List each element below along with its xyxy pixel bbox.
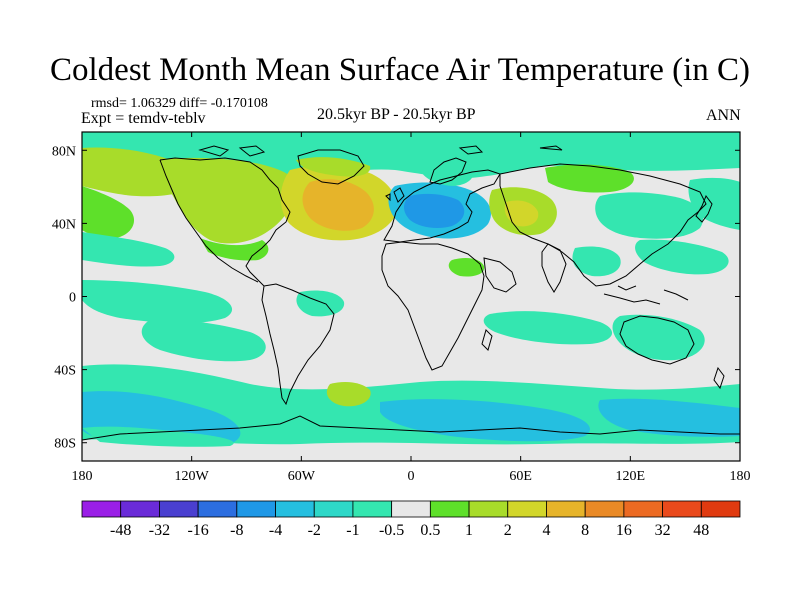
temperature-field <box>82 132 740 461</box>
colorbar-label: 2 <box>504 522 512 539</box>
season-label: ANN <box>706 107 741 124</box>
colorbar-swatch <box>81 500 122 518</box>
north-pacific-cyan <box>82 232 175 267</box>
indian-ocean-cyan <box>483 311 613 345</box>
colorbar-label: -2 <box>308 522 321 539</box>
india-coast <box>541 243 567 293</box>
north-america-west-coast <box>159 159 259 283</box>
y-tick-label: 80S <box>54 437 76 452</box>
map-title: Coldest Month Mean Surface Air Temperatu… <box>50 52 750 88</box>
antarctic-neutral <box>82 439 740 461</box>
x-tick-label: 60E <box>509 469 532 484</box>
colorbar-swatch <box>197 500 238 518</box>
southern-ocean-light-blue-3 <box>598 398 740 437</box>
british-isles-coast <box>385 187 405 203</box>
colorbar-swatch <box>584 500 625 518</box>
colorbar-label: -1 <box>346 522 359 539</box>
south-atlantic-green-spot <box>326 382 371 407</box>
sahara-green <box>448 258 485 277</box>
colorbar-swatch <box>700 500 741 518</box>
colorbar-swatch <box>662 500 702 518</box>
colorbar-label: 1 <box>465 522 473 539</box>
x-tick-label: 0 <box>408 469 415 484</box>
colorbar-swatch <box>120 500 160 518</box>
colorbar-swatch <box>391 500 431 518</box>
colorbar-label: -0.5 <box>379 522 404 539</box>
colorbar-swatch <box>313 500 354 518</box>
colorbar-label: 16 <box>616 522 632 539</box>
colorbar-label: -8 <box>230 522 243 539</box>
europe-blue-core <box>404 193 465 228</box>
southeast-asia-islands <box>603 285 689 305</box>
period-label: 20.5kyr BP - 20.5kyr BP <box>317 106 476 123</box>
south-pacific-cyan <box>141 319 266 362</box>
y-tick-label: 40N <box>52 217 76 232</box>
colorbar-label: 0.5 <box>420 522 440 539</box>
asia-coast <box>499 163 707 287</box>
colorbar-label: -48 <box>110 522 131 539</box>
y-tick-label: 0 <box>69 291 76 306</box>
asia-cyan-patch <box>572 246 621 277</box>
x-tick-label: 60W <box>288 469 316 484</box>
north-america-coast <box>159 157 291 287</box>
greenland-coast <box>297 149 365 185</box>
colorbar-swatch <box>159 500 199 518</box>
arabia-coast <box>483 257 517 293</box>
colorbar-label: -16 <box>187 522 208 539</box>
europe-coast <box>383 169 501 243</box>
colorbar-swatch <box>275 500 315 518</box>
axis-ticks: 180 120W 60W 0 60E 120E 180 80N 40N 0 40S 80S <box>52 132 751 484</box>
tropical-pacific-cyan <box>82 280 233 324</box>
africa-coast <box>381 241 485 371</box>
colorbar-swatch <box>236 500 276 518</box>
siberia-green <box>545 164 634 193</box>
north-america-green-edge <box>200 238 269 261</box>
southern-ocean-light-blue-2 <box>380 399 590 442</box>
antarctica-coast <box>82 415 740 441</box>
x-tick-label: 120E <box>616 469 646 484</box>
coastlines <box>82 145 740 441</box>
x-tick-label: 180 <box>730 469 751 484</box>
north-atlantic-orange <box>302 179 374 231</box>
rmsd-diff-stats: rmsd= 1.06329 diff= -0.170108 <box>91 96 268 111</box>
new-zealand-coast <box>713 366 725 390</box>
colorbar-swatch <box>468 500 509 518</box>
arctic-islands <box>198 145 563 157</box>
colorbar-swatch <box>507 500 547 518</box>
greenland-green <box>296 157 371 177</box>
pacific-cyan-north <box>688 177 740 230</box>
colorbar-label: 8 <box>581 522 589 539</box>
north-america-green <box>160 157 297 244</box>
east-asia-cyan <box>595 192 704 239</box>
y-tick-label: 80N <box>52 144 76 159</box>
x-tick-label: 180 <box>72 469 93 484</box>
y-tick-label: 40S <box>54 364 76 379</box>
scandinavia-coast <box>429 157 467 185</box>
colorbar-swatch <box>623 500 663 518</box>
experiment-label: Expt = temdv-teblv <box>81 110 206 127</box>
south-america-coast <box>261 283 335 406</box>
colorbar-label: 32 <box>655 522 671 539</box>
scandinavia-cyan <box>420 158 474 186</box>
antarctic-cyan-fringe <box>82 426 234 447</box>
madagascar-coast <box>481 329 493 351</box>
arctic-green-patch-2 <box>82 186 135 238</box>
x-tick-label: 120W <box>175 469 210 484</box>
colorbar: -48 -32 -16 -8 -4 -2 -1 -0.5 0.5 1 2 4 8 16 32 48 <box>81 500 741 539</box>
west-pacific-cyan <box>635 239 729 275</box>
colorbar-label: -32 <box>149 522 170 539</box>
central-asia-yellow <box>504 200 539 227</box>
colorbar-swatch <box>546 500 586 518</box>
colorbar-label: 48 <box>693 522 709 539</box>
colorbar-label: 4 <box>542 522 550 539</box>
colorbar-swatch <box>429 500 470 518</box>
colorbar-swatch <box>352 500 393 518</box>
australia-coast <box>619 315 695 365</box>
colorbar-label: -4 <box>269 522 282 539</box>
japan-coast <box>695 194 713 223</box>
